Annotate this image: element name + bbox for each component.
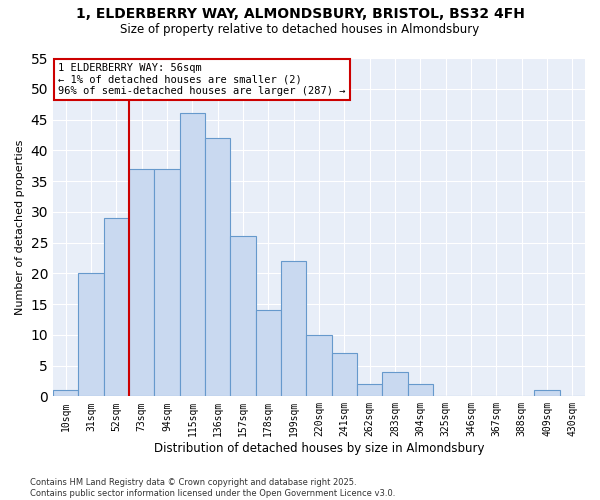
Bar [230, 236, 256, 396]
Text: 1, ELDERBERRY WAY, ALMONDSBURY, BRISTOL, BS32 4FH: 1, ELDERBERRY WAY, ALMONDSBURY, BRISTOL,… [76, 8, 524, 22]
Bar [154, 168, 179, 396]
Bar [256, 310, 281, 396]
Bar [281, 261, 307, 396]
Bar [332, 354, 357, 397]
Text: Size of property relative to detached houses in Almondsbury: Size of property relative to detached ho… [121, 22, 479, 36]
X-axis label: Distribution of detached houses by size in Almondsbury: Distribution of detached houses by size … [154, 442, 484, 455]
Bar [79, 274, 104, 396]
Bar [535, 390, 560, 396]
Text: 1 ELDERBERRY WAY: 56sqm
← 1% of detached houses are smaller (2)
96% of semi-deta: 1 ELDERBERRY WAY: 56sqm ← 1% of detached… [58, 63, 346, 96]
Bar [407, 384, 433, 396]
Text: Contains HM Land Registry data © Crown copyright and database right 2025.
Contai: Contains HM Land Registry data © Crown c… [30, 478, 395, 498]
Bar [179, 114, 205, 397]
Bar [307, 335, 332, 396]
Bar [382, 372, 407, 396]
Y-axis label: Number of detached properties: Number of detached properties [15, 140, 25, 315]
Bar [129, 168, 154, 396]
Bar [53, 390, 79, 396]
Bar [104, 218, 129, 396]
Bar [205, 138, 230, 396]
Bar [357, 384, 382, 396]
